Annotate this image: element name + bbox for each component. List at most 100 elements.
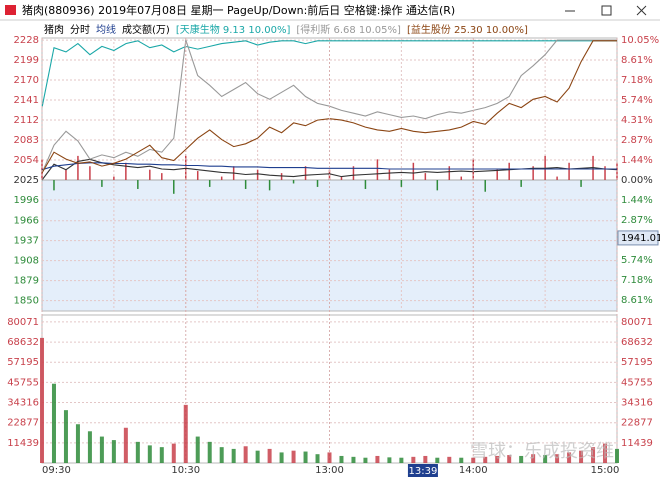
volume-bar (399, 457, 404, 463)
volume-bar (615, 448, 619, 463)
y2-tick-label: 5.74% (621, 95, 653, 106)
y-tick-label: 1966 (14, 216, 39, 227)
volume-bar (579, 450, 584, 463)
x-tick-label: 15:00 (591, 465, 620, 476)
y-tick-label-right: 11439 (621, 438, 653, 449)
y-tick-label: 1908 (14, 256, 39, 267)
y2-tick-label: 4.31% (621, 115, 653, 126)
volume-bar (40, 337, 44, 463)
y-tick-label: 22877 (7, 418, 39, 429)
volume-bar (315, 454, 320, 463)
y-tick-label: 2083 (14, 135, 39, 146)
volume-bar (363, 457, 368, 463)
volume-bar (219, 447, 224, 463)
legend-item: [得利斯 6.68 10.05%] (296, 23, 401, 36)
legend-item: [天康生物 9.13 10.00%] (176, 23, 291, 36)
volume-bar (123, 427, 128, 463)
volume-bar (531, 454, 536, 463)
volume-bar (87, 431, 92, 463)
volume-bar (99, 436, 104, 463)
y2-tick-label: 7.18% (621, 75, 653, 86)
volume-bar (279, 452, 284, 463)
y-tick-label: 2141 (14, 95, 39, 106)
y-tick-label: 68632 (7, 337, 39, 348)
y-tick-label: 34316 (7, 398, 39, 409)
volume-bar (75, 424, 80, 463)
volume-bar (555, 454, 560, 463)
volume-bar (459, 457, 464, 463)
y-tick-label: 2054 (14, 155, 39, 166)
volume-bar (519, 455, 524, 463)
y-tick-label: 2025 (14, 175, 39, 186)
volume-bar (51, 383, 56, 463)
volume-bar (447, 456, 452, 463)
volume-bar (243, 446, 248, 463)
volume-bar (495, 455, 500, 463)
volume-bar (423, 455, 428, 463)
title-bar (0, 0, 660, 20)
y-tick-label: 80071 (7, 317, 39, 328)
y2-tick-label: 2.87% (621, 135, 653, 146)
y-tick-label-right: 80071 (621, 317, 653, 328)
y-tick-label-right: 34316 (621, 398, 653, 409)
x-tick-label: 14:00 (459, 465, 488, 476)
volume-bar (183, 404, 188, 463)
x-tick-label: 10:30 (171, 465, 200, 476)
volume-bar (111, 440, 116, 463)
window-title: 猪肉(880936) 2019年07月08日 星期一 PageUp/Down:前… (22, 3, 455, 17)
legend-item: [益生股份 25.30 10.00%] (407, 23, 528, 36)
y2-tick-label: 5.74% (621, 255, 653, 266)
y2-tick-label: 8.61% (621, 55, 653, 66)
y-tick-label: 2228 (14, 35, 39, 46)
y2-tick-label: 8.61% (621, 295, 653, 306)
legend-item: 猪肉 (44, 23, 64, 36)
volume-bar (435, 457, 440, 463)
cursor-time: 13:39 (409, 466, 438, 477)
y-tick-label-right: 45755 (621, 377, 653, 388)
y-tick-label: 57195 (7, 357, 39, 368)
volume-bar (135, 441, 140, 463)
y-tick-label-right: 68632 (621, 337, 653, 348)
y-tick-label: 1879 (14, 276, 39, 287)
legend: 猪肉 分时 均线 成交额(万) [天康生物 9.13 10.00%] [得利斯 6.68 … (44, 23, 528, 36)
volume-bar (195, 436, 200, 463)
y2-tick-label: 0.00% (621, 175, 653, 186)
volume-bar (147, 445, 152, 463)
y2-tick-label: 1.44% (621, 155, 653, 166)
below-base-area (42, 180, 617, 311)
maximize-button[interactable] (601, 5, 612, 16)
legend-item: 均线 (96, 23, 116, 36)
y-tick-label: 1850 (14, 296, 39, 307)
legend-item: 分时 (70, 24, 90, 36)
volume-bar (63, 410, 68, 463)
legend-item: 成交额(万) (122, 23, 170, 36)
volume-bar (411, 456, 416, 463)
close-button[interactable] (636, 5, 647, 16)
y-tick-label: 2170 (14, 75, 39, 86)
volume-bar (207, 441, 212, 463)
y-tick-label-right: 22877 (621, 418, 653, 429)
y2-tick-label: 1.44% (621, 195, 653, 206)
y2-tick-label: 2.87% (621, 215, 653, 226)
y-tick-label-right: 57195 (621, 357, 653, 368)
y2-tick-label: 7.18% (621, 275, 653, 286)
volume-bar (603, 443, 608, 463)
y-tick-label: 1937 (14, 236, 39, 247)
volume-bar (387, 457, 392, 463)
volume-bar (255, 450, 260, 463)
y2-tick-label: 10.05% (621, 35, 659, 46)
volume-bar (291, 450, 296, 463)
volume-bar (375, 455, 380, 463)
app-icon (5, 5, 16, 15)
cursor-value-box (617, 230, 659, 246)
volume-bar (339, 455, 344, 463)
volume-bar (351, 456, 356, 463)
series-line (41, 162, 617, 171)
volume-bar (471, 457, 476, 463)
volume-bar (171, 443, 176, 463)
volume-bar (567, 452, 572, 463)
y-tick-label: 11439 (7, 438, 39, 449)
series-line (41, 40, 617, 108)
x-tick-label: 09:30 (42, 465, 71, 476)
